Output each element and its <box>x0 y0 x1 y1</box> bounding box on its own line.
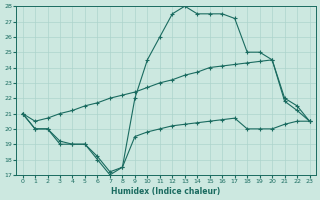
X-axis label: Humidex (Indice chaleur): Humidex (Indice chaleur) <box>111 187 221 196</box>
